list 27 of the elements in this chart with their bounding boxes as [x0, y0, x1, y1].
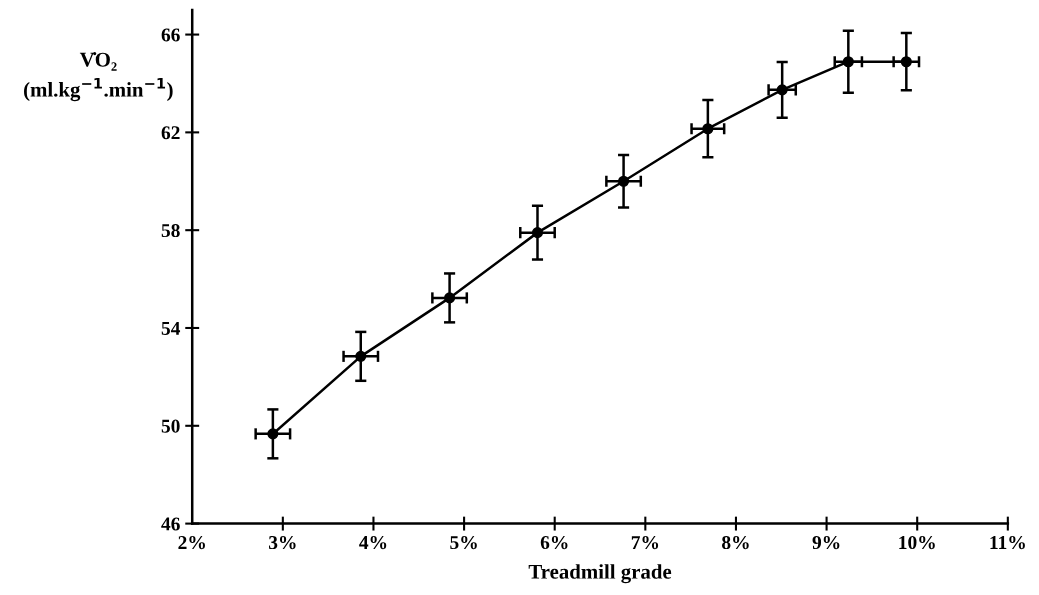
y-axis-title: V̇O₂ (ml.kg$^{−1}$.min$^{−1}$) [24, 52, 173, 102]
x-tick-label: 6% [540, 535, 568, 550]
x-tick-label: 8% [722, 535, 749, 550]
x-tick-label: 10% [899, 535, 935, 550]
point [900, 56, 912, 68]
y-tick-label: 46 [161, 517, 180, 531]
x-tick-label: 11% [990, 535, 1025, 550]
point [702, 123, 714, 135]
y-tick-label: 62 [161, 126, 180, 140]
x-tick-label: 4% [359, 535, 387, 550]
point [776, 84, 788, 96]
point [444, 292, 456, 304]
point [531, 227, 544, 239]
x-tick-label: 2% [178, 535, 205, 550]
point [618, 175, 630, 187]
point [842, 56, 854, 68]
y-tick-label: 66 [161, 28, 180, 42]
point [355, 350, 367, 362]
y-tick-label: 50 [161, 419, 180, 433]
x-tick-label: 9% [812, 535, 840, 550]
point [267, 428, 279, 440]
x-tick-label: 7% [631, 535, 659, 550]
y-tick-label: 58 [161, 224, 180, 238]
x-tick-label: 5% [450, 535, 477, 550]
x-tick-label: 3% [268, 535, 296, 550]
x-axis-title: Treadmill grade [528, 564, 672, 584]
y-tick-label: 54 [161, 321, 181, 335]
